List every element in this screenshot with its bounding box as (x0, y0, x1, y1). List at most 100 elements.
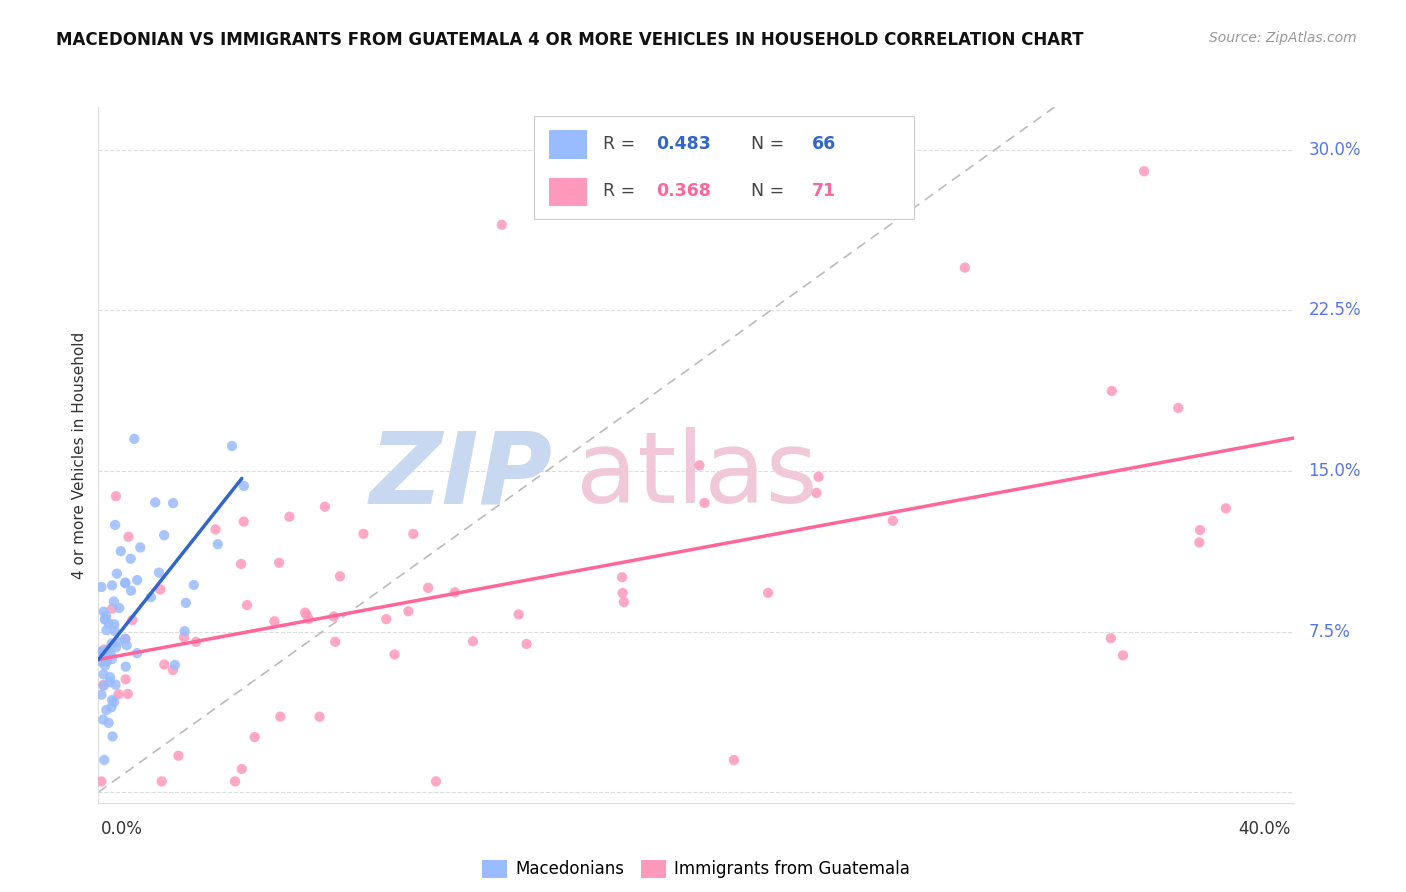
Point (167, 748, 190, 763)
Point (443, 585, 465, 599)
Point (98, 675, 121, 690)
Point (120, 583, 142, 598)
Point (93, 642, 115, 657)
Point (756, 586, 779, 600)
Point (96, 623, 118, 637)
Point (688, 458, 710, 473)
Point (173, 630, 195, 644)
Point (121, 613, 143, 627)
Point (91, 713, 114, 727)
Point (267, 556, 290, 570)
Point (508, 607, 530, 622)
Point (114, 632, 136, 646)
Text: Source: ZipAtlas.com: Source: ZipAtlas.com (1209, 31, 1357, 45)
Point (232, 479, 254, 493)
Point (224, 774, 246, 789)
Point (117, 530, 139, 544)
Text: 66: 66 (811, 135, 835, 153)
Text: 0.368: 0.368 (655, 182, 710, 200)
Point (243, 730, 266, 744)
Point (953, 260, 976, 275)
Point (329, 569, 352, 583)
Text: 71: 71 (811, 182, 835, 200)
Point (263, 615, 285, 629)
Text: ZIP: ZIP (370, 427, 553, 524)
Point (236, 598, 259, 612)
Point (108, 601, 131, 615)
Point (491, 218, 513, 232)
Point (221, 439, 243, 453)
Point (114, 576, 136, 591)
Point (129, 541, 152, 555)
Text: MACEDONIAN VS IMMIGRANTS FROM GUATEMALA 4 OR MORE VEHICLES IN HOUSEHOLD CORRELAT: MACEDONIAN VS IMMIGRANTS FROM GUATEMALA … (56, 31, 1084, 49)
Point (1112, 648, 1135, 663)
Point (183, 578, 205, 592)
Point (174, 596, 197, 610)
Point (162, 663, 184, 677)
Point (107, 687, 129, 701)
Point (96, 703, 118, 717)
Point (94, 612, 117, 626)
Point (96, 645, 118, 659)
Point (1099, 631, 1122, 645)
Point (314, 500, 336, 514)
Point (153, 528, 176, 542)
FancyBboxPatch shape (550, 178, 588, 206)
Point (1101, 384, 1123, 398)
Text: N =: N = (751, 135, 789, 153)
Point (516, 637, 538, 651)
Point (103, 594, 125, 608)
Point (100, 647, 122, 661)
Point (93, 667, 115, 681)
Point (153, 657, 176, 672)
Point (114, 673, 136, 687)
Point (120, 551, 142, 566)
Point (94, 658, 117, 673)
Point (204, 523, 226, 537)
Point (308, 709, 330, 723)
Point (323, 634, 346, 648)
Text: R =: R = (603, 182, 640, 200)
Point (1167, 401, 1189, 415)
Point (105, 566, 128, 581)
Point (104, 489, 127, 503)
Point (425, 774, 447, 789)
Point (101, 652, 124, 666)
Point (90, 774, 112, 789)
Point (100, 700, 122, 714)
Point (610, 570, 633, 584)
Point (278, 509, 301, 524)
Point (322, 609, 344, 624)
Point (229, 557, 252, 571)
Point (90, 655, 112, 669)
Point (114, 632, 136, 646)
Point (93, 605, 115, 619)
Point (375, 612, 398, 626)
Point (90, 688, 112, 702)
Text: atlas: atlas (576, 427, 818, 524)
Point (104, 624, 127, 639)
Point (114, 659, 136, 673)
Point (103, 617, 125, 632)
Point (298, 612, 321, 626)
Point (402, 527, 425, 541)
Point (1215, 501, 1237, 516)
Point (882, 514, 904, 528)
Point (98, 670, 121, 684)
Text: 15.0%: 15.0% (1309, 462, 1361, 480)
Point (613, 595, 636, 609)
Point (90, 580, 112, 594)
Point (148, 566, 170, 580)
Point (91, 645, 114, 659)
Point (115, 638, 138, 652)
Point (101, 730, 124, 744)
Point (207, 537, 229, 551)
Point (269, 709, 291, 723)
Point (104, 640, 127, 655)
Point (184, 635, 207, 649)
Text: R =: R = (603, 135, 640, 153)
Point (396, 604, 419, 618)
Point (101, 601, 124, 615)
Text: 0.483: 0.483 (655, 135, 710, 153)
Point (103, 695, 125, 709)
